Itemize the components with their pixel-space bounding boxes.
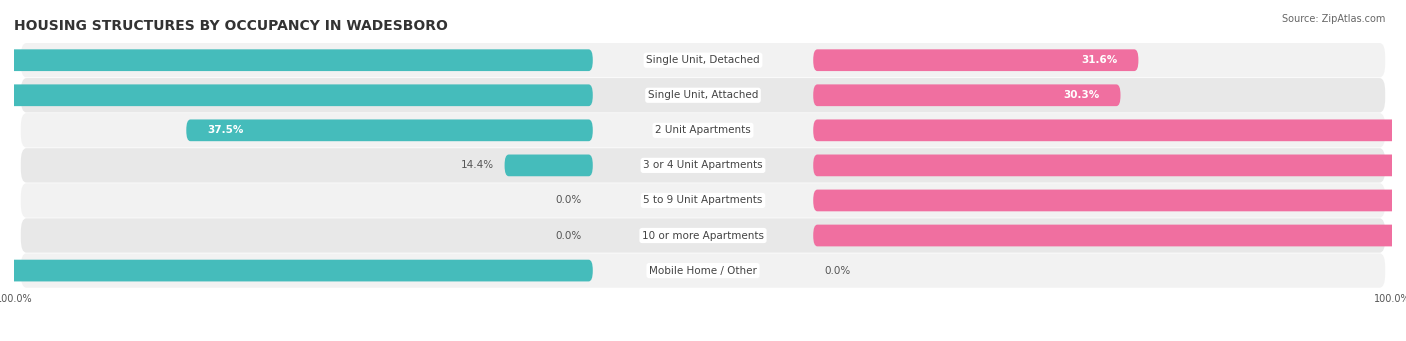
FancyBboxPatch shape [0, 49, 593, 71]
FancyBboxPatch shape [813, 84, 1121, 106]
Text: Single Unit, Detached: Single Unit, Detached [647, 55, 759, 65]
FancyBboxPatch shape [21, 78, 1385, 113]
FancyBboxPatch shape [813, 119, 1406, 141]
FancyBboxPatch shape [21, 148, 1385, 182]
FancyBboxPatch shape [505, 154, 593, 176]
FancyBboxPatch shape [0, 84, 593, 106]
Text: Single Unit, Attached: Single Unit, Attached [648, 90, 758, 100]
Text: 5 to 9 Unit Apartments: 5 to 9 Unit Apartments [644, 195, 762, 205]
FancyBboxPatch shape [21, 113, 1385, 148]
Text: 37.5%: 37.5% [207, 125, 243, 135]
Text: 30.3%: 30.3% [1063, 90, 1099, 100]
Text: 31.6%: 31.6% [1081, 55, 1118, 65]
Text: 2 Unit Apartments: 2 Unit Apartments [655, 125, 751, 135]
Text: Mobile Home / Other: Mobile Home / Other [650, 266, 756, 276]
Text: Source: ZipAtlas.com: Source: ZipAtlas.com [1281, 14, 1385, 24]
FancyBboxPatch shape [813, 154, 1406, 176]
Text: HOUSING STRUCTURES BY OCCUPANCY IN WADESBORO: HOUSING STRUCTURES BY OCCUPANCY IN WADES… [14, 19, 449, 33]
FancyBboxPatch shape [813, 190, 1406, 211]
Text: 0.0%: 0.0% [555, 195, 582, 205]
FancyBboxPatch shape [21, 43, 1385, 77]
FancyBboxPatch shape [21, 183, 1385, 218]
Text: 0.0%: 0.0% [555, 231, 582, 240]
FancyBboxPatch shape [0, 260, 593, 281]
FancyBboxPatch shape [21, 218, 1385, 253]
Text: 14.4%: 14.4% [460, 160, 494, 170]
FancyBboxPatch shape [21, 253, 1385, 288]
Text: 0.0%: 0.0% [824, 266, 851, 276]
FancyBboxPatch shape [813, 49, 1139, 71]
FancyBboxPatch shape [813, 225, 1406, 247]
Text: 10 or more Apartments: 10 or more Apartments [643, 231, 763, 240]
Text: 3 or 4 Unit Apartments: 3 or 4 Unit Apartments [643, 160, 763, 170]
FancyBboxPatch shape [186, 119, 593, 141]
